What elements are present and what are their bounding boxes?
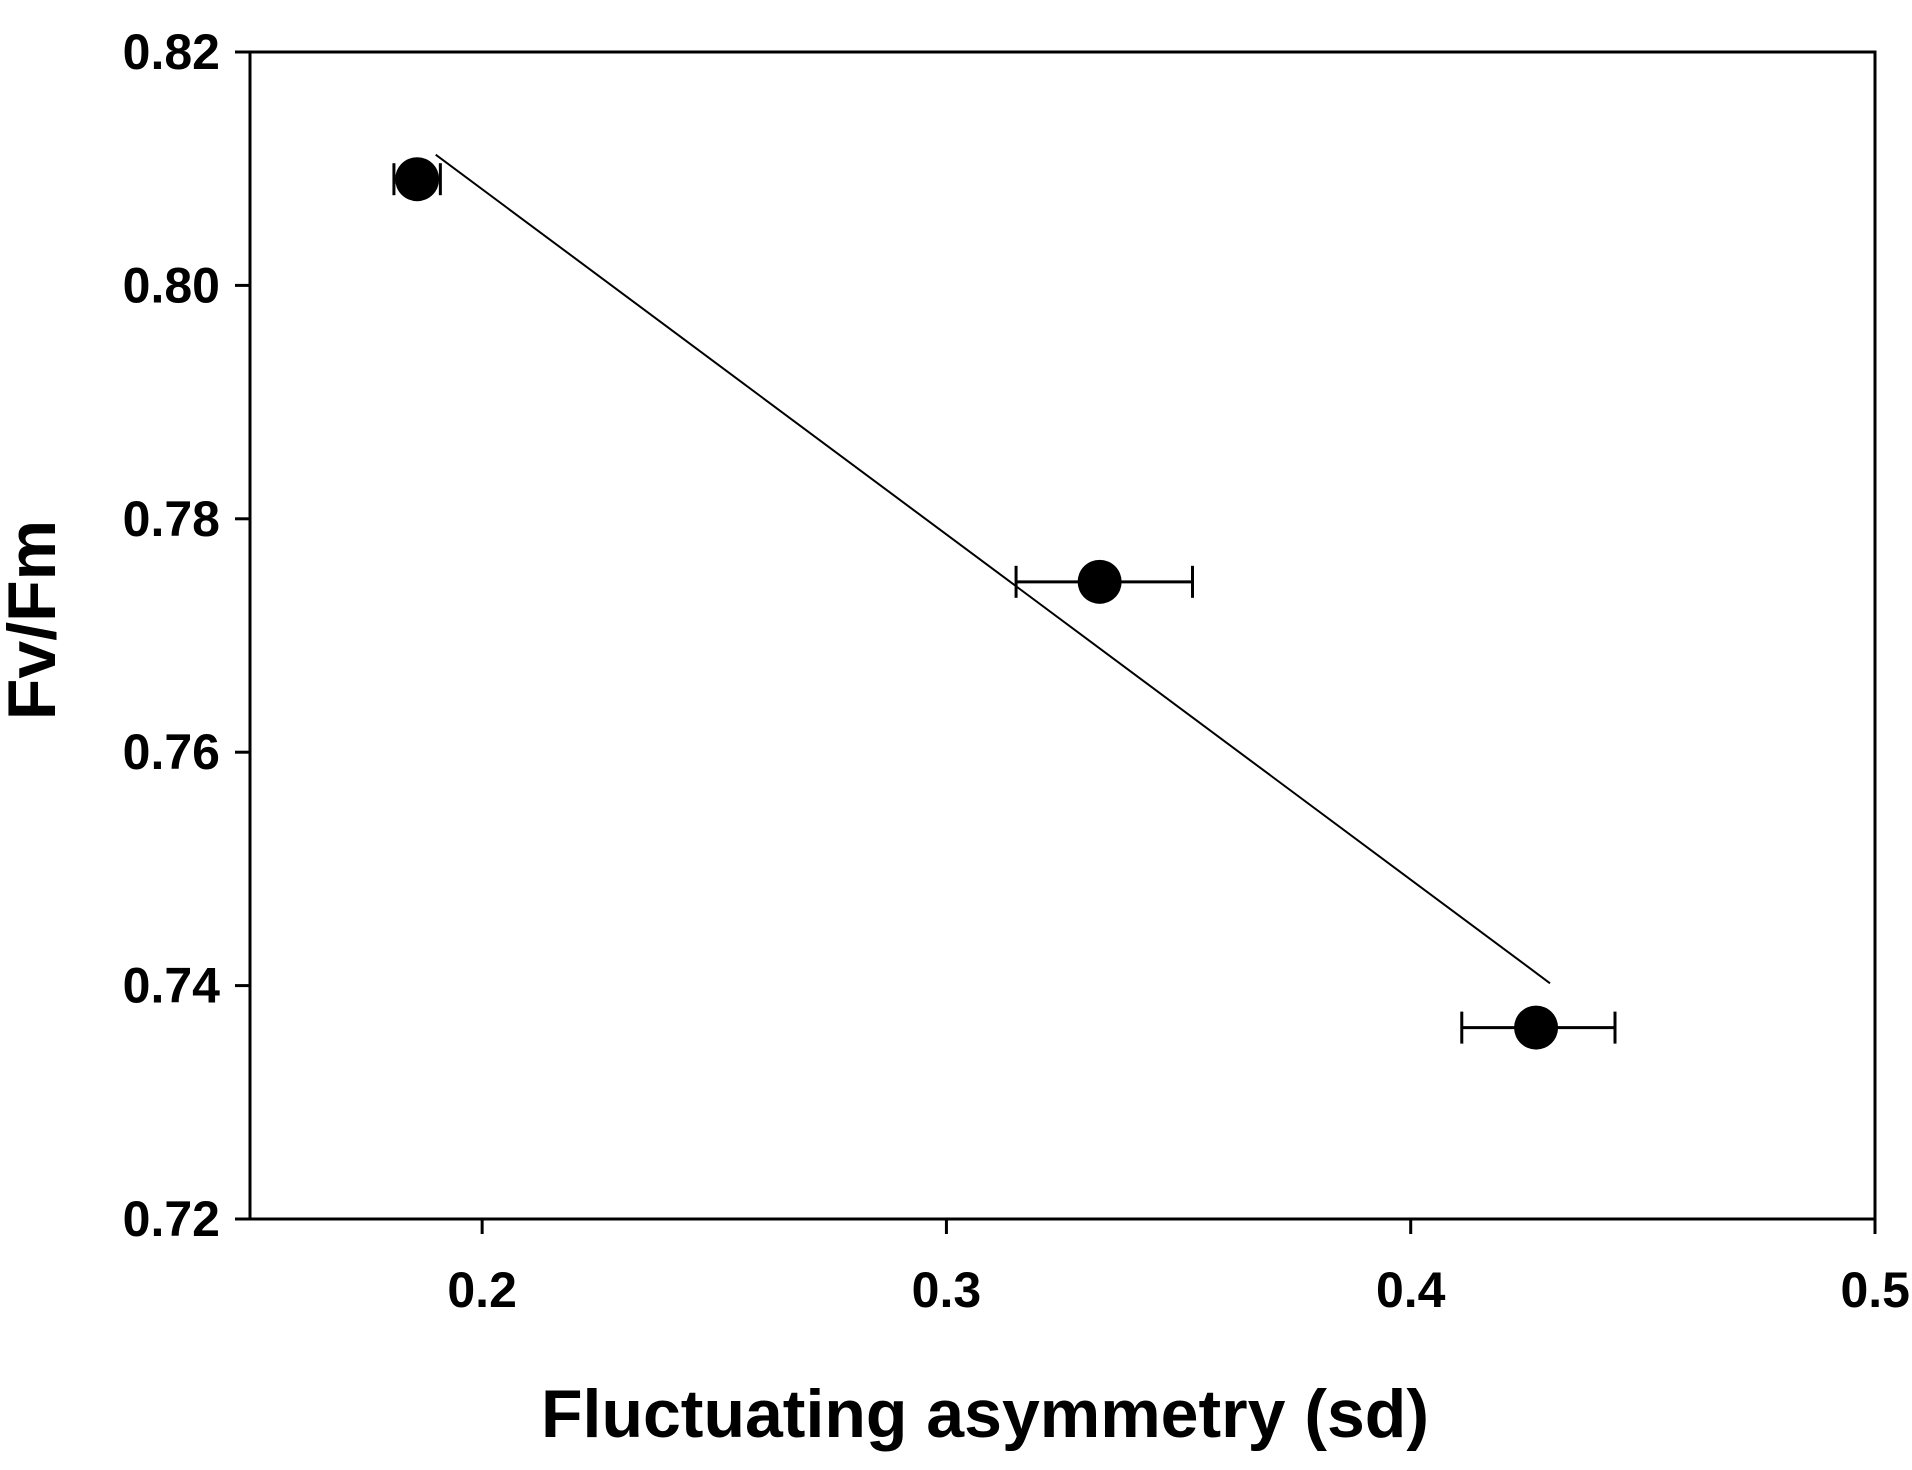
data-point [1077, 559, 1122, 604]
x-tick-label: 0.4 [1376, 1262, 1446, 1318]
regression-line [435, 153, 1551, 985]
plot-frame [248, 50, 1877, 1221]
data-point [395, 157, 440, 202]
x-tick-label: 0.5 [1840, 1262, 1910, 1318]
error-bars [392, 163, 1617, 1044]
axes [248, 50, 1877, 1221]
y-tick-label: 0.74 [123, 958, 221, 1014]
y-tick-label: 0.82 [123, 24, 220, 80]
data-points [395, 157, 1559, 1050]
x-tick-label: 0.2 [447, 1262, 517, 1318]
x-tick-label: 0.3 [912, 1262, 982, 1318]
y-tick-label: 0.78 [123, 491, 220, 547]
y-tick-label: 0.76 [123, 724, 220, 780]
x-axis-title: Fluctuating asymmetry (sd) [541, 1376, 1429, 1452]
ticks: 0.72 0.74 0.76 0.78 0.80 0.82 0.2 0.3 0.4 0.5 [123, 24, 1910, 1318]
fit-line [435, 153, 1551, 985]
y-axis-title: Fv/Fm [0, 520, 70, 720]
data-point [1514, 1005, 1559, 1050]
y-tick-label: 0.72 [123, 1191, 220, 1247]
y-tick-label: 0.80 [123, 257, 220, 313]
